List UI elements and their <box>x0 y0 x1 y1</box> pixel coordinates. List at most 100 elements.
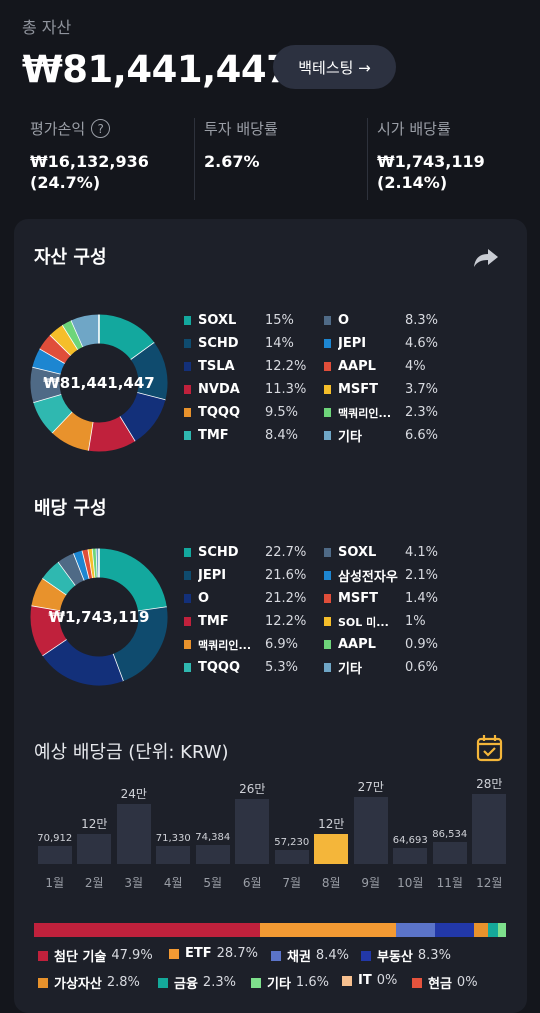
monthly-bar-11[interactable] <box>432 842 467 864</box>
monthly-dividend-title: 예상 배당금 (단위: KRW) <box>34 742 229 763</box>
legend-item-soxl: SOXL 15% <box>184 309 317 332</box>
category-segment-채권[interactable] <box>395 923 436 937</box>
category-segment-가상자산[interactable] <box>474 923 488 937</box>
donut-slice-o[interactable] <box>30 366 62 403</box>
legend-percent: 9.5% <box>265 405 299 420</box>
month-label: 7월 <box>282 876 302 890</box>
category-segment-etf[interactable] <box>260 923 396 937</box>
legend-name: TMF <box>198 428 229 443</box>
category-legend-item-금융: 금융 2.3% <box>158 973 236 992</box>
legend-item-msft: MSFT 3.7% <box>324 378 457 401</box>
donut-slice-msft[interactable] <box>50 324 79 356</box>
stat-value: ₩16,132,936 (24.7%) <box>30 152 149 192</box>
category-swatch <box>169 948 179 959</box>
share-arrow-icon[interactable] <box>472 246 500 270</box>
month-label: 4월 <box>163 876 183 890</box>
category-segment-부동산[interactable] <box>435 923 475 937</box>
category-swatch <box>412 977 422 988</box>
month-label: 12월 <box>476 876 503 890</box>
donut-slice-jepi[interactable] <box>112 607 168 682</box>
monthly-bar-value-label: 70,912 <box>37 833 73 845</box>
monthly-dividend-bar-chart: 70,912 12만 24만 71,330 74,384 26만 57,230 12만 27만 6… <box>33 776 507 864</box>
donut-slice-nvda[interactable] <box>88 416 135 452</box>
legend-name: SOXL <box>338 545 377 560</box>
monthly-bar-12[interactable] <box>472 794 507 864</box>
legend-item-msft: MSFT 1.4% <box>324 587 457 610</box>
category-percent: 1.6% <box>295 975 329 990</box>
donut-slice-맥쿼리인[interactable] <box>31 578 67 612</box>
donut-slice-jepi[interactable] <box>32 348 66 375</box>
legend-swatch <box>324 362 331 371</box>
legend-item-o: O 21.2% <box>184 587 317 610</box>
monthly-bar-4[interactable] <box>156 846 191 864</box>
donut-slice-soxl[interactable] <box>98 314 155 361</box>
dividend-composition-title: 배당 구성 <box>34 498 107 519</box>
monthly-bar-6[interactable] <box>235 799 270 864</box>
donut-slice-tsla[interactable] <box>119 392 166 442</box>
legend-name: AAPL <box>338 359 376 374</box>
asset-donut-chart[interactable] <box>30 314 168 452</box>
monthly-bar-8[interactable] <box>314 834 349 864</box>
asset-composition-title: 자산 구성 <box>34 247 107 268</box>
legend-percent: 21.2% <box>265 591 307 606</box>
monthly-bar-value-label: 74,384 <box>195 832 231 844</box>
legend-swatch <box>184 640 191 649</box>
donut-slice-기타[interactable] <box>71 314 100 348</box>
monthly-bar-5[interactable] <box>195 845 230 864</box>
monthly-bar-7[interactable] <box>274 849 309 864</box>
donut-slice-schd[interactable] <box>98 548 167 613</box>
legend-swatch <box>324 594 331 603</box>
donut-slice-맥쿼리인[interactable] <box>62 320 84 350</box>
category-segment-첨단-기술[interactable] <box>34 923 261 937</box>
category-percent: 8.4% <box>315 948 349 963</box>
dividend-donut-chart[interactable] <box>30 548 168 686</box>
monthly-bar-value-label: 28만 <box>476 777 503 791</box>
month-label: 11월 <box>436 876 463 890</box>
legend-swatch <box>324 617 331 626</box>
donut-slice-o[interactable] <box>42 638 124 686</box>
donut-slice-soxl[interactable] <box>58 553 85 586</box>
category-percent: 0% <box>376 973 398 988</box>
backtest-button[interactable]: 백테스팅 → <box>273 45 396 89</box>
donut-slice-tqqq[interactable] <box>42 561 77 596</box>
legend-name: 기타 <box>338 662 362 677</box>
month-label: 1월 <box>45 876 65 890</box>
stat-label: 평가손익 <box>30 120 86 138</box>
donut-slice-tqqq[interactable] <box>51 411 94 451</box>
legend-swatch <box>324 339 331 348</box>
monthly-bar-1[interactable] <box>37 846 72 864</box>
monthly-bar-10[interactable] <box>393 847 428 864</box>
donut-slice-aapl[interactable] <box>39 334 72 364</box>
category-name: 채권 <box>287 950 311 965</box>
legend-item-schd: SCHD 14% <box>184 332 317 355</box>
legend-name: O <box>198 591 210 606</box>
stat-value: ₩1,743,119 (2.14%) <box>377 152 485 192</box>
category-segment-금융[interactable] <box>487 923 499 937</box>
category-segment-기타[interactable] <box>498 923 506 937</box>
legend-item-맥쿼리인: 맥쿼리인... 2.3% <box>324 401 457 424</box>
monthly-bar-2[interactable] <box>77 834 112 864</box>
asset-legend: SOXL 15% SCHD 14% TSLA 12.2% NVDA 11.3% TQQQ 9.5%… <box>184 309 514 449</box>
monthly-bar-9[interactable] <box>353 796 388 864</box>
stat-label: 시가 배당률 <box>377 120 451 138</box>
monthly-bar-3[interactable] <box>116 804 151 864</box>
legend-name: JEPI <box>338 336 367 351</box>
legend-item-o: O 8.3% <box>324 309 457 332</box>
legend-percent: 4.6% <box>405 336 439 351</box>
legend-swatch <box>184 362 191 371</box>
category-percent: 2.8% <box>106 975 140 990</box>
calendar-check-icon[interactable] <box>476 734 503 762</box>
category-name: 기타 <box>267 977 291 992</box>
help-icon[interactable]: ? <box>91 119 111 138</box>
legend-percent: 21.6% <box>265 568 307 583</box>
donut-slice-삼성전자우[interactable] <box>73 550 90 581</box>
legend-name: SOXL <box>198 313 237 328</box>
legend-swatch <box>184 316 191 325</box>
legend-swatch <box>324 316 331 325</box>
category-percent: 47.9% <box>111 948 153 963</box>
legend-percent: 5.3% <box>265 660 299 675</box>
donut-slice-schd[interactable] <box>130 342 168 401</box>
donut-slice-tmf[interactable] <box>30 605 67 656</box>
donut-slice-tmf[interactable] <box>33 393 73 433</box>
category-swatch <box>271 950 281 961</box>
